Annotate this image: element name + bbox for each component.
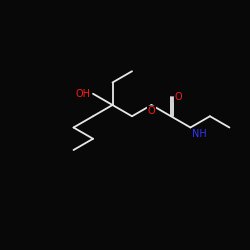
Text: O: O [148,106,155,116]
Text: NH: NH [192,129,206,139]
Text: OH: OH [75,89,90,99]
Text: O: O [175,92,182,102]
